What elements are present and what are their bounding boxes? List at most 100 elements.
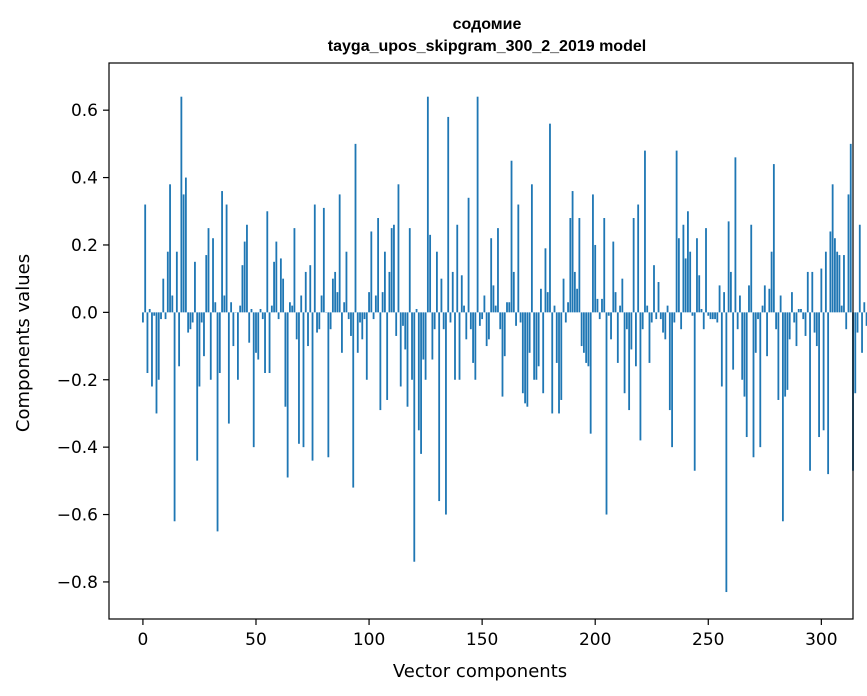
bar xyxy=(227,312,230,424)
y-tick-label: 0.0 xyxy=(71,303,98,323)
bar xyxy=(714,312,716,320)
bar xyxy=(811,271,814,313)
bar xyxy=(415,308,418,313)
bar xyxy=(327,312,330,458)
bar xyxy=(239,305,242,313)
bar xyxy=(467,197,470,313)
bar xyxy=(687,211,689,313)
bar xyxy=(752,312,755,458)
bar xyxy=(675,150,678,313)
bar xyxy=(343,302,346,313)
bar xyxy=(205,255,208,313)
bar xyxy=(157,312,160,380)
bar xyxy=(616,312,619,363)
bar xyxy=(680,312,683,330)
bar xyxy=(223,295,226,313)
bar xyxy=(160,312,162,320)
bar xyxy=(644,150,646,313)
bar xyxy=(743,312,746,397)
bar xyxy=(709,312,712,320)
bar xyxy=(673,312,676,323)
bar xyxy=(682,224,685,313)
bar xyxy=(503,312,506,357)
bar xyxy=(438,312,441,502)
bar xyxy=(320,295,323,313)
bar xyxy=(413,312,416,562)
bar xyxy=(472,312,474,363)
bar xyxy=(300,295,303,313)
bar xyxy=(587,312,590,367)
bar xyxy=(546,292,549,313)
bar xyxy=(171,295,174,313)
y-tick-label: 0.6 xyxy=(71,101,98,121)
bar xyxy=(381,292,384,313)
bar xyxy=(494,305,497,313)
bar xyxy=(847,194,850,313)
bar xyxy=(815,312,818,347)
bar xyxy=(383,251,386,313)
bar xyxy=(445,312,447,515)
bar xyxy=(777,312,780,400)
bar xyxy=(840,305,843,313)
bar xyxy=(162,278,165,313)
bar xyxy=(399,312,402,387)
bar xyxy=(560,312,563,400)
bar xyxy=(571,191,574,313)
bar xyxy=(716,312,719,323)
bar xyxy=(754,312,757,353)
bar xyxy=(630,312,633,350)
bar xyxy=(610,312,612,340)
bar xyxy=(625,312,628,330)
bar xyxy=(739,295,741,313)
bar xyxy=(264,312,266,374)
bar xyxy=(659,312,662,320)
bar xyxy=(433,312,436,330)
bar xyxy=(282,278,285,313)
bar xyxy=(578,218,581,313)
bar xyxy=(424,312,427,380)
bar xyxy=(650,312,653,323)
bar xyxy=(804,312,807,336)
bar xyxy=(720,312,723,387)
bar xyxy=(293,228,296,313)
bar xyxy=(374,295,377,313)
bar xyxy=(596,298,599,313)
bar xyxy=(356,312,359,353)
bar xyxy=(707,312,710,316)
bar xyxy=(698,275,701,313)
bar xyxy=(155,312,158,414)
bars-group xyxy=(142,96,867,593)
bar xyxy=(555,312,558,363)
bar xyxy=(540,288,542,313)
y-tick-label: −0.4 xyxy=(57,438,98,458)
bar xyxy=(723,292,726,313)
bar xyxy=(806,271,809,313)
bar xyxy=(772,164,775,313)
bar xyxy=(718,285,721,313)
bar xyxy=(528,312,531,353)
bar xyxy=(856,312,859,333)
bar xyxy=(797,308,800,313)
bar xyxy=(592,194,594,313)
bar xyxy=(499,312,502,330)
bar xyxy=(725,312,728,593)
bar xyxy=(632,218,635,313)
bar xyxy=(331,278,334,313)
bar xyxy=(662,312,664,333)
bar xyxy=(553,305,556,313)
bar xyxy=(677,238,680,313)
bar xyxy=(700,308,703,313)
bar xyxy=(732,312,735,370)
y-tick-label: −0.2 xyxy=(57,371,98,391)
bar xyxy=(598,312,601,320)
bar xyxy=(741,312,744,380)
bar xyxy=(551,312,554,414)
bar xyxy=(336,292,339,313)
bar xyxy=(822,312,825,431)
bar xyxy=(763,285,766,313)
bar xyxy=(488,312,490,340)
bar xyxy=(395,312,398,336)
bar xyxy=(562,278,565,313)
bar xyxy=(334,271,337,313)
bar xyxy=(243,241,246,313)
